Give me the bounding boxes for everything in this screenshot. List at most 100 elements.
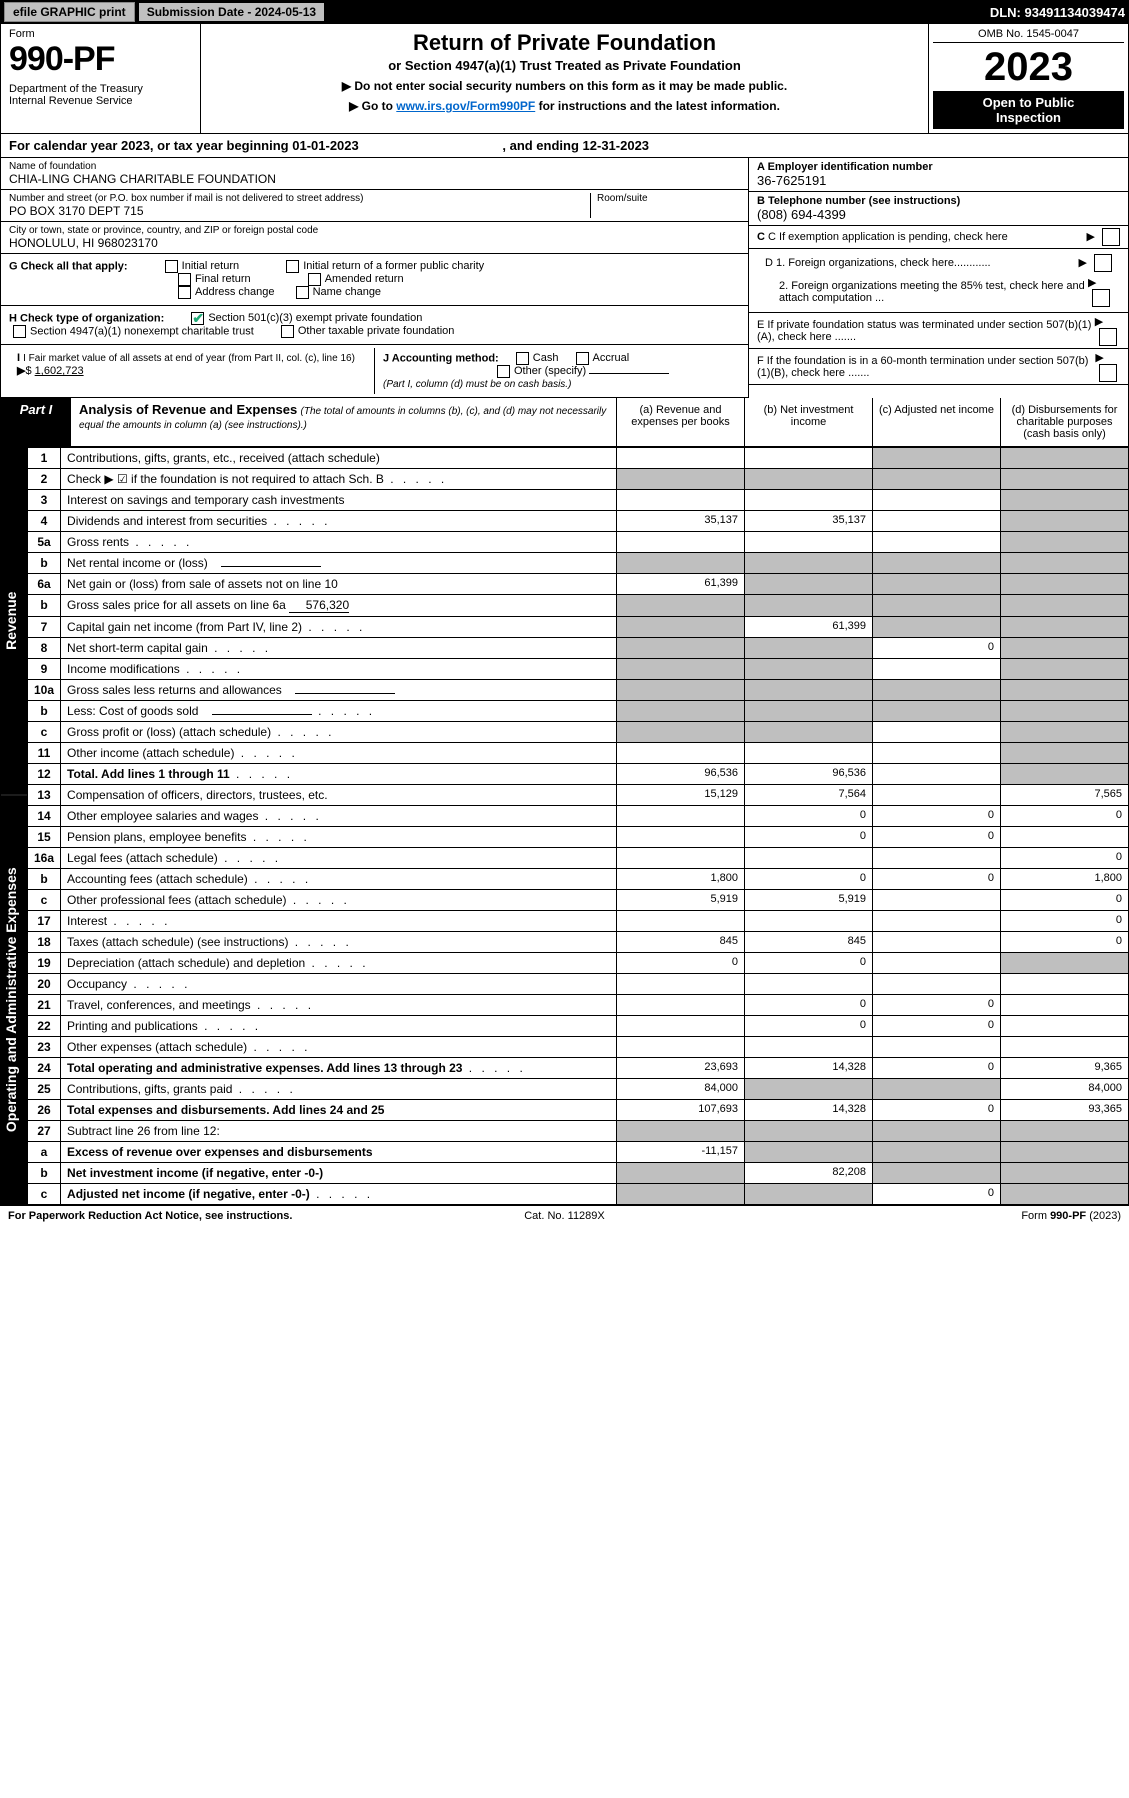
- chk-other-taxable[interactable]: [281, 325, 294, 338]
- amount-col-c: [873, 932, 1001, 953]
- chk-final-return[interactable]: [178, 273, 191, 286]
- amount-col-c: [873, 701, 1001, 722]
- amount-col-a: 0: [617, 953, 745, 974]
- amount-col-d: [1001, 469, 1129, 490]
- chk-initial-return[interactable]: [165, 260, 178, 273]
- chk-terminated[interactable]: [1099, 328, 1117, 346]
- line-desc: Subtract line 26 from line 12:: [61, 1121, 617, 1142]
- chk-initial-former[interactable]: [286, 260, 299, 273]
- chk-foreign-org[interactable]: [1094, 254, 1112, 272]
- line-desc: Other expenses (attach schedule) . . . .…: [61, 1037, 617, 1058]
- line-desc: Printing and publications . . . . .: [61, 1016, 617, 1037]
- amount-col-d: 93,365: [1001, 1100, 1129, 1121]
- line-desc: Net gain or (loss) from sale of assets n…: [61, 574, 617, 595]
- amount-col-b: [745, 638, 873, 659]
- room-label: Room/suite: [597, 193, 740, 204]
- amount-col-b: 5,919: [745, 890, 873, 911]
- amount-col-b: 82,208: [745, 1163, 873, 1184]
- amount-col-c: [873, 743, 1001, 764]
- amount-col-c: [873, 448, 1001, 469]
- amount-col-b: [745, 1184, 873, 1205]
- opt-initial-former: Initial return of a former public charit…: [303, 260, 484, 272]
- amount-col-d: [1001, 659, 1129, 680]
- chk-85pct[interactable]: [1092, 289, 1110, 307]
- dept-treasury: Department of the Treasury Internal Reve…: [9, 83, 192, 107]
- city-state-zip: HONOLULU, HI 968023170: [9, 236, 740, 250]
- amount-col-d: [1001, 1016, 1129, 1037]
- line-number: b: [28, 553, 61, 574]
- amount-col-b: 0: [745, 953, 873, 974]
- chk-4947[interactable]: [13, 325, 26, 338]
- line-desc: Compensation of officers, directors, tru…: [61, 785, 617, 806]
- note-ssn: ▶ Do not enter social security numbers o…: [209, 79, 920, 93]
- chk-exemption-pending[interactable]: [1102, 228, 1120, 246]
- opt-other-taxable: Other taxable private foundation: [298, 325, 455, 337]
- table-row: 5aGross rents . . . . .: [28, 532, 1129, 553]
- amount-col-c: [873, 1163, 1001, 1184]
- table-row: 17Interest . . . . .0: [28, 911, 1129, 932]
- amount-col-d: [1001, 1163, 1129, 1184]
- cal-begin: 01-01-2023: [292, 138, 359, 153]
- line-desc: Less: Cost of goods sold . . . . .: [61, 701, 617, 722]
- amount-col-d: [1001, 511, 1129, 532]
- line-desc: Other employee salaries and wages . . . …: [61, 806, 617, 827]
- amount-col-c: [873, 953, 1001, 974]
- amount-col-b: 0: [745, 806, 873, 827]
- amount-col-a: [617, 1163, 745, 1184]
- opt-name-change: Name change: [313, 286, 382, 298]
- chk-accrual[interactable]: [576, 352, 589, 365]
- chk-other-method[interactable]: [497, 365, 510, 378]
- amount-col-b: [745, 680, 873, 701]
- table-row: 18Taxes (attach schedule) (see instructi…: [28, 932, 1129, 953]
- chk-name-change[interactable]: [296, 286, 309, 299]
- amount-col-c: 0: [873, 869, 1001, 890]
- amount-col-c: 0: [873, 995, 1001, 1016]
- cal-mid: , and ending: [502, 138, 582, 153]
- efile-print-button[interactable]: efile GRAPHIC print: [4, 2, 135, 22]
- foot-mid: Cat. No. 11289X: [379, 1210, 750, 1222]
- chk-60month[interactable]: [1099, 364, 1117, 382]
- amount-col-a: [617, 448, 745, 469]
- amount-col-d: [1001, 532, 1129, 553]
- h-label: H Check type of organization:: [9, 312, 164, 324]
- opt-address-change: Address change: [195, 286, 275, 298]
- amount-col-d: [1001, 448, 1129, 469]
- amount-col-a: [617, 806, 745, 827]
- amount-col-b: [745, 553, 873, 574]
- line-number: 4: [28, 511, 61, 532]
- amount-col-a: [617, 617, 745, 638]
- line-number: 13: [28, 785, 61, 806]
- amount-col-c: [873, 680, 1001, 701]
- c-label: C If exemption application is pending, c…: [768, 231, 1008, 243]
- amount-col-b: 14,328: [745, 1100, 873, 1121]
- table-row: 20Occupancy . . . . .: [28, 974, 1129, 995]
- amount-col-b: [745, 490, 873, 511]
- amount-col-c: [873, 511, 1001, 532]
- cal-end: 12-31-2023: [583, 138, 650, 153]
- line-number: b: [28, 595, 61, 617]
- form-title: Return of Private Foundation: [209, 30, 920, 56]
- amount-col-b: 845: [745, 932, 873, 953]
- irs-link[interactable]: www.irs.gov/Form990PF: [396, 99, 535, 113]
- section-j: J Accounting method: Cash Accrual Other …: [374, 348, 740, 394]
- amount-col-a: -11,157: [617, 1142, 745, 1163]
- chk-501c3[interactable]: [191, 312, 204, 325]
- line-desc: Gross sales price for all assets on line…: [61, 595, 617, 617]
- table-row: 25Contributions, gifts, grants paid . . …: [28, 1079, 1129, 1100]
- amount-col-a: 23,693: [617, 1058, 745, 1079]
- amount-col-d: [1001, 617, 1129, 638]
- table-row: 7Capital gain net income (from Part IV, …: [28, 617, 1129, 638]
- line-number: 19: [28, 953, 61, 974]
- amount-col-a: [617, 659, 745, 680]
- amount-col-d: [1001, 953, 1129, 974]
- chk-cash[interactable]: [516, 352, 529, 365]
- amount-col-b: [745, 1142, 873, 1163]
- street-address: PO BOX 3170 DEPT 715: [9, 204, 590, 218]
- line-number: 12: [28, 764, 61, 785]
- amount-col-a: [617, 848, 745, 869]
- line-number: 17: [28, 911, 61, 932]
- line-number: 21: [28, 995, 61, 1016]
- chk-address-change[interactable]: [178, 286, 191, 299]
- chk-amended[interactable]: [308, 273, 321, 286]
- amount-col-b: [745, 469, 873, 490]
